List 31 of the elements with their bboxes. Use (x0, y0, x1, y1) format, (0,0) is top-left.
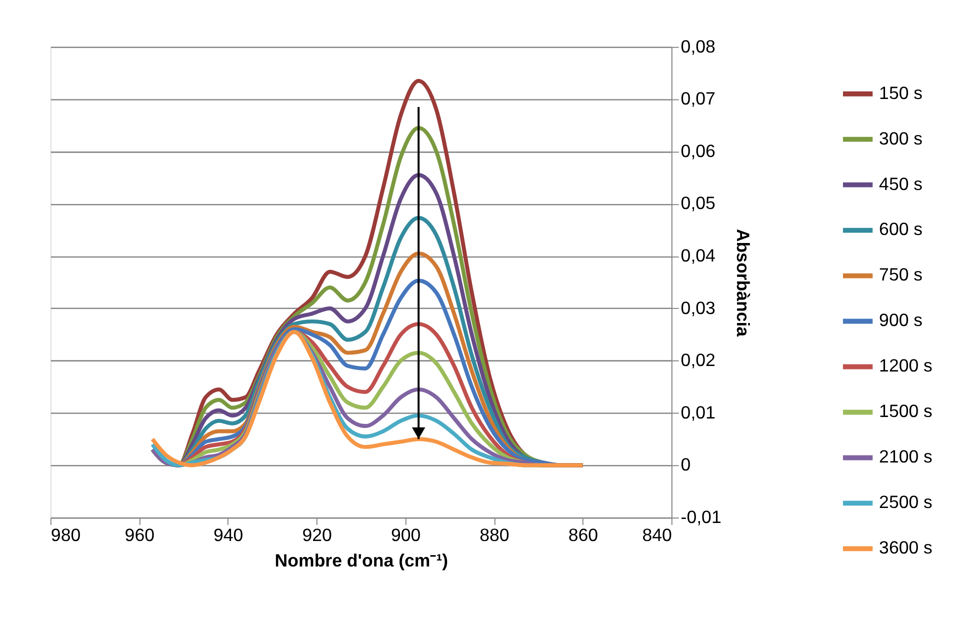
y-tick-label: 0,08 (680, 36, 716, 56)
legend-label: 450 s (879, 174, 923, 194)
y-tick-label: 0,01 (680, 402, 716, 422)
x-tick-label: 900 (390, 524, 421, 545)
legend-label: 900 s (879, 310, 923, 330)
y-tick-label: 0,04 (680, 246, 716, 266)
legend-label: 1500 s (879, 401, 933, 422)
y-axis-title: Absorbància (733, 228, 754, 337)
y-tick-label: 0,07 (680, 88, 716, 109)
y-tick-label: 0,05 (680, 193, 716, 214)
x-axis-title: Nombre d'ona (cm⁻¹) (274, 550, 448, 570)
y-tick-label: -0,01 (680, 506, 722, 527)
x-tick-label: 840 (642, 524, 672, 545)
x-tick-label: 940 (214, 524, 244, 545)
y-tick-label: 0,06 (680, 140, 716, 161)
y-tick-label: 0,02 (680, 350, 716, 370)
legend-label: 2100 s (879, 446, 933, 467)
legend-label: 600 s (879, 219, 923, 240)
x-tick-label: 960 (124, 524, 155, 545)
y-tick-label: 0,03 (680, 298, 716, 318)
x-tick-label: 980 (50, 524, 81, 545)
x-tick-label: 880 (480, 524, 510, 545)
y-tick-label: 0 (680, 454, 691, 475)
legend-label: 3600 s (879, 538, 933, 558)
legend-label: 300 s (879, 128, 923, 148)
legend-label: 1200 s (879, 356, 933, 376)
x-tick-label: 920 (302, 524, 332, 545)
x-tick-label: 860 (568, 524, 598, 545)
legend-label: 750 s (879, 264, 923, 285)
legend-label: 150 s (879, 82, 923, 103)
legend-label: 2500 s (879, 492, 933, 512)
